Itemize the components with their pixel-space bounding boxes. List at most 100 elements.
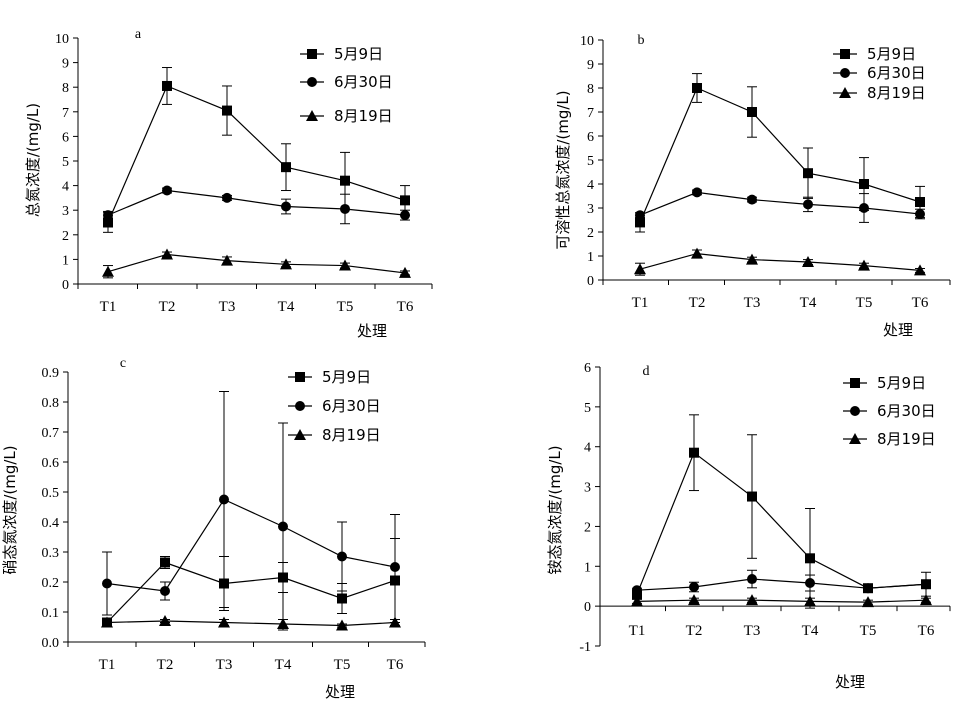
data-point-marker xyxy=(635,217,645,228)
legend-marker xyxy=(850,406,860,416)
legend-marker xyxy=(850,378,860,388)
y-tick-label: 9 xyxy=(587,58,594,73)
legend-marker xyxy=(307,77,317,87)
data-point-marker xyxy=(689,447,699,458)
series-line xyxy=(639,87,921,223)
data-point-marker xyxy=(336,619,348,631)
x-tick-label: T2 xyxy=(689,295,706,311)
data-point-marker xyxy=(218,616,230,628)
legend-label: 8月19日 xyxy=(867,84,926,102)
x-tick-label: T4 xyxy=(278,299,295,315)
legend-marker xyxy=(295,372,305,382)
data-point-marker xyxy=(862,596,874,608)
data-point-marker xyxy=(858,259,870,271)
legend-label: 6月30日 xyxy=(322,397,381,415)
legend-label: 5月9日 xyxy=(877,374,926,392)
y-tick-label: 0.3 xyxy=(42,546,60,561)
legend-marker xyxy=(839,87,851,98)
y-tick-label: 8 xyxy=(62,81,69,96)
series-line xyxy=(106,498,396,592)
y-tick-label: 10 xyxy=(580,34,594,49)
data-point-marker xyxy=(691,247,703,259)
data-point-marker xyxy=(337,593,347,604)
panel-a-chart: 0 1 2 3 4 5 6 7 8 9 10 T1 T2 T3 T4 T5 T6 处理 总氮浓度/(mg/L) a 5月… xyxy=(24,27,433,340)
data-point-marker xyxy=(281,201,291,212)
series-line xyxy=(106,561,396,623)
data-point-marker xyxy=(802,256,814,267)
panel-d-chart: -1 0 1 2 3 4 5 6 T1 T2 T3 T4 T5 T6 处理 铵态氮浓度/(mg/L) d 5月9日… xyxy=(546,361,951,691)
x-axis-title: 处理 xyxy=(357,322,387,340)
y-tick-label: 3 xyxy=(62,204,69,219)
data-point-marker xyxy=(390,562,400,572)
y-tick-label: 0.9 xyxy=(42,366,60,381)
y-tick-label: 10 xyxy=(55,32,69,47)
y-tick-label: 6 xyxy=(62,130,69,145)
y-tick-label: 1 xyxy=(584,560,591,575)
data-point-marker xyxy=(103,217,113,228)
y-tick-label: 2 xyxy=(587,226,594,241)
x-tick-label: T5 xyxy=(860,623,877,639)
x-tick-label: T3 xyxy=(744,623,761,639)
x-tick-label: T6 xyxy=(397,299,414,315)
y-tick-label: 2 xyxy=(584,520,591,535)
legend-label: 5月9日 xyxy=(322,368,371,386)
panel-letter: d xyxy=(643,364,650,379)
legend-marker xyxy=(294,429,306,440)
data-point-marker xyxy=(389,616,401,628)
y-tick-label: 2 xyxy=(62,229,69,244)
data-point-marker xyxy=(340,175,350,186)
y-tick-label: 0.4 xyxy=(42,516,60,531)
data-point-marker xyxy=(803,168,813,179)
y-tick-label: 5 xyxy=(62,155,69,170)
y-tick-label: 0.1 xyxy=(42,606,60,621)
y-tick-label: 4 xyxy=(587,178,594,193)
legend-marker xyxy=(840,49,850,59)
data-point-marker xyxy=(631,595,643,607)
legend-label: 8月19日 xyxy=(322,426,381,444)
y-tick-label: 0.7 xyxy=(42,426,60,441)
data-point-marker xyxy=(634,263,646,275)
data-point-marker xyxy=(747,491,757,502)
y-tick-label: 0 xyxy=(587,274,594,289)
data-point-marker xyxy=(340,203,350,214)
data-point-marker xyxy=(281,162,291,173)
series-line xyxy=(636,451,927,595)
x-tick-label: T6 xyxy=(912,295,929,311)
y-axis-title: 硝态氮浓度/(mg/L) xyxy=(1,445,19,574)
y-tick-label: 1 xyxy=(62,253,69,268)
x-tick-label: T1 xyxy=(99,657,116,673)
data-point-marker xyxy=(921,579,931,590)
legend-label: 8月19日 xyxy=(334,107,393,125)
legend-marker xyxy=(849,433,861,444)
data-point-marker xyxy=(632,585,642,596)
series-line xyxy=(107,189,406,216)
data-point-marker xyxy=(222,105,232,116)
series-line xyxy=(636,578,927,591)
x-tick-label: T2 xyxy=(159,299,176,315)
y-axis-title: 铵态氮浓度/(mg/L) xyxy=(546,445,564,574)
x-tick-label: T4 xyxy=(800,295,817,311)
y-tick-label: 0 xyxy=(62,278,69,293)
legend-label: 6月30日 xyxy=(334,73,393,91)
panel-b-chart: 0 1 2 3 4 5 6 7 8 9 10 T1 T2 T3 T4 T5 T6 处理 可溶性总氮浓度/(mg/L)… xyxy=(554,33,951,339)
data-point-marker xyxy=(280,258,292,270)
data-point-marker xyxy=(399,266,411,278)
x-tick-label: T5 xyxy=(337,299,354,315)
data-point-marker xyxy=(160,586,170,596)
y-tick-label: 0.8 xyxy=(42,396,60,411)
data-point-marker xyxy=(859,179,869,189)
data-point-marker xyxy=(747,194,757,205)
x-tick-label: T1 xyxy=(629,623,646,639)
y-tick-label: 8 xyxy=(587,82,594,97)
y-tick-label: 1 xyxy=(587,250,594,265)
data-point-marker xyxy=(101,616,113,628)
x-tick-label: T5 xyxy=(334,657,351,673)
y-tick-label: 6 xyxy=(587,130,594,145)
y-tick-label: 6 xyxy=(584,361,591,376)
y-tick-label: 3 xyxy=(584,481,591,496)
x-tick-label: T5 xyxy=(856,295,873,311)
legend-label: 8月19日 xyxy=(877,430,936,448)
x-axis-title: 处理 xyxy=(325,683,355,701)
x-tick-label: T1 xyxy=(632,295,649,311)
